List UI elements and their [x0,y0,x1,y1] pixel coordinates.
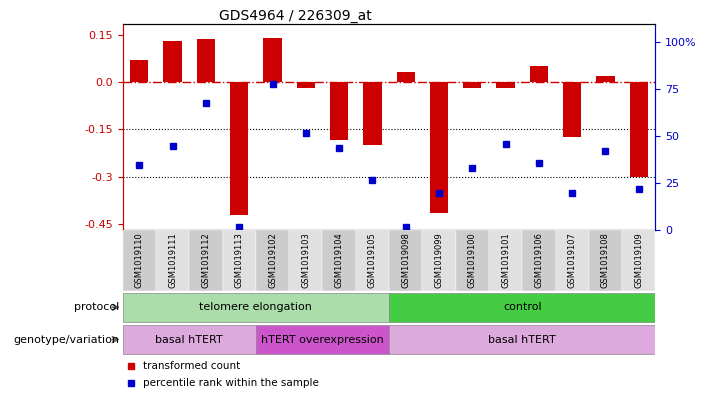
Text: GSM1019098: GSM1019098 [401,232,410,288]
Text: GSM1019101: GSM1019101 [501,232,510,288]
Bar [264,38,282,82]
Text: transformed count: transformed count [143,361,240,371]
Text: telomere elongation: telomere elongation [199,302,313,312]
Text: GSM1019108: GSM1019108 [601,232,610,288]
Bar [297,82,315,88]
Bar [463,82,482,88]
Bar [489,230,522,291]
Bar [356,230,389,291]
Text: GSM1019110: GSM1019110 [135,232,144,288]
Text: GSM1019104: GSM1019104 [334,232,343,288]
Text: GSM1019100: GSM1019100 [468,232,477,288]
Text: GSM1019099: GSM1019099 [435,232,444,288]
Text: GSM1019105: GSM1019105 [368,232,377,288]
Bar [123,230,156,291]
Bar [530,66,548,82]
Bar [156,230,189,291]
Text: GSM1019111: GSM1019111 [168,232,177,288]
Bar [130,60,149,82]
Bar [363,82,381,145]
Text: control: control [503,302,542,312]
Bar [397,72,415,82]
Bar [622,230,655,291]
Text: basal hTERT: basal hTERT [489,334,556,345]
Bar [496,82,515,88]
Bar [330,82,348,140]
Bar [189,230,223,291]
Text: GSM1019113: GSM1019113 [235,232,244,288]
Text: GSM1019112: GSM1019112 [201,232,210,288]
Bar [597,76,615,82]
Bar [163,41,182,82]
Bar [256,325,389,354]
Text: genotype/variation: genotype/variation [13,334,119,345]
Bar [423,230,456,291]
Bar [389,325,655,354]
Bar [290,230,322,291]
Text: protocol: protocol [74,302,119,312]
Text: percentile rank within the sample: percentile rank within the sample [143,378,319,387]
Bar [197,39,215,82]
Bar [230,82,248,215]
Text: GDS4964 / 226309_at: GDS4964 / 226309_at [219,9,372,22]
Bar [563,82,581,137]
Text: GSM1019102: GSM1019102 [268,232,277,288]
Text: GSM1019107: GSM1019107 [568,232,577,288]
Bar [123,292,389,322]
Bar [522,230,556,291]
Text: GSM1019103: GSM1019103 [301,232,311,288]
Bar [589,230,622,291]
Bar [456,230,489,291]
Bar [223,230,256,291]
Bar [123,325,256,354]
Bar [556,230,589,291]
Bar [322,230,356,291]
Text: basal hTERT: basal hTERT [156,334,223,345]
Text: GSM1019109: GSM1019109 [634,232,644,288]
Bar [430,82,448,213]
Text: GSM1019106: GSM1019106 [534,232,543,288]
Bar [629,82,648,176]
Bar [389,292,655,322]
Bar [389,230,423,291]
Text: hTERT overexpression: hTERT overexpression [261,334,384,345]
Bar [256,230,290,291]
